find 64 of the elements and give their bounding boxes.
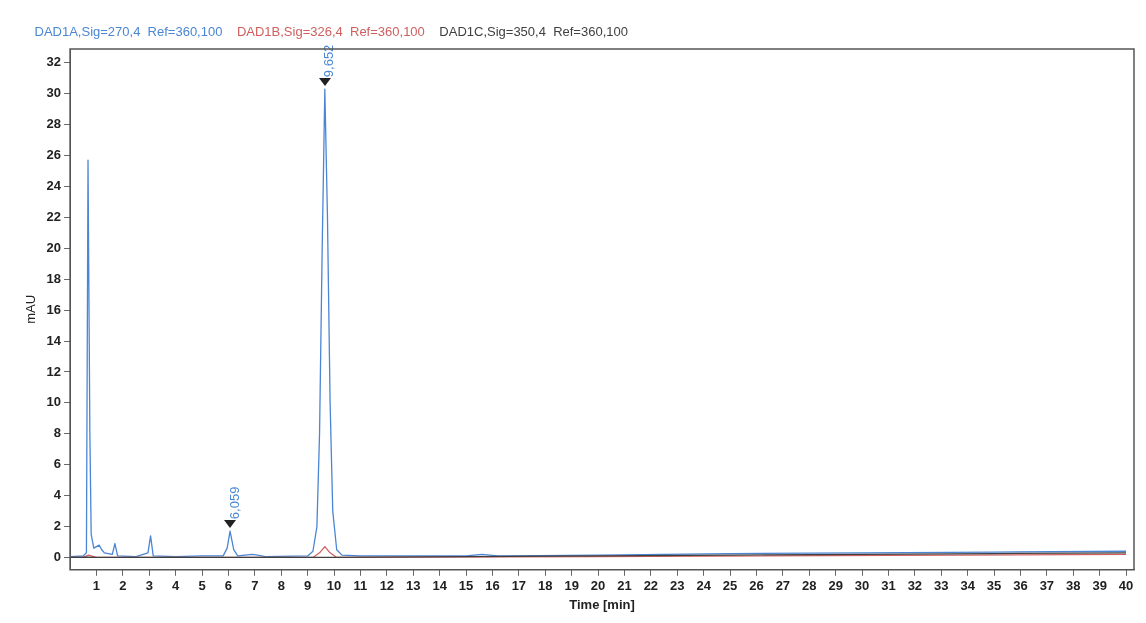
x-tick-label: 33: [934, 578, 949, 594]
x-axis-title: Time [min]: [569, 596, 635, 612]
y-tick-label: 4: [53, 487, 62, 503]
y-tick-label: 6: [53, 456, 62, 472]
x-tick-label: 23: [670, 578, 685, 594]
x-tick-label: 26: [749, 578, 764, 594]
x-tick-label: 20: [590, 578, 606, 594]
text: DAD1B,Sig=326,4 Ref=360,100: [236, 24, 425, 40]
x-tick-label: 12: [379, 578, 395, 594]
x-tick-label: 40: [1118, 578, 1134, 594]
x-tick-label: 19: [564, 578, 579, 594]
x-tick-label: 13: [406, 578, 421, 594]
x-tick-label: 15: [458, 578, 474, 594]
x-tick-label: 5: [198, 578, 206, 594]
y-tick-label: 26: [46, 147, 62, 163]
y-axis-title: mAU: [23, 294, 39, 324]
x-tick-label: 39: [1092, 578, 1107, 594]
x-tick-label: 27: [775, 578, 791, 594]
y-tick-label: 10: [46, 394, 62, 410]
y-tick-label: 30: [46, 85, 62, 101]
x-tick-label: 21: [617, 578, 632, 594]
x-tick-label: 25: [722, 578, 738, 594]
x-tick-label: 38: [1066, 578, 1081, 594]
y-tick-label: 18: [46, 270, 62, 286]
x-tick-label: 31: [881, 578, 896, 594]
x-tick-label: 4: [172, 578, 181, 594]
y-tick-label: 24: [46, 178, 62, 194]
annotation: 9,652: [321, 44, 337, 78]
annotation: 6,059: [226, 486, 242, 520]
y-tick-label: 16: [46, 301, 62, 317]
x-tick-label: 16: [485, 578, 500, 594]
x-tick-label: 7: [251, 578, 259, 594]
x-tick-label: 11: [353, 578, 368, 594]
x-tick-label: 18: [538, 578, 553, 594]
x-tick-label: 2: [119, 578, 127, 594]
x-tick-label: 37: [1039, 578, 1055, 594]
y-tick-label: 12: [46, 363, 62, 379]
x-tick-label: 17: [511, 578, 527, 594]
x-tick-label: 6: [224, 578, 233, 594]
x-tick-label: 10: [326, 578, 342, 594]
x-tick-label: 8: [277, 578, 285, 594]
text: DAD1A,Sig=270,4 Ref=360,100: [34, 24, 223, 40]
x-tick-label: 22: [643, 578, 659, 594]
x-tick-label: 9: [304, 578, 312, 594]
y-tick-label: 22: [46, 209, 62, 225]
y-tick-label: 0: [53, 549, 62, 565]
x-tick-label: 3: [145, 578, 153, 594]
x-tick-label: 29: [828, 578, 843, 594]
y-tick-label: 28: [46, 116, 62, 132]
x-tick-label: 1: [92, 578, 101, 594]
x-tick-label: 34: [960, 578, 976, 594]
x-tick-label: 24: [696, 578, 712, 594]
y-tick-label: 20: [46, 239, 62, 255]
text: DAD1C,Sig=350,4 Ref=360,100: [439, 24, 628, 40]
y-tick-label: 32: [46, 54, 62, 70]
y-tick-label: 8: [53, 425, 62, 441]
x-tick-label: 36: [1013, 578, 1028, 594]
x-tick-label: 35: [986, 578, 1002, 594]
x-tick-label: 28: [802, 578, 817, 594]
y-tick-label: 14: [46, 332, 62, 348]
x-tick-label: 30: [854, 578, 870, 594]
x-tick-label: 14: [432, 578, 448, 594]
x-tick-label: 32: [907, 578, 923, 594]
y-tick-label: 2: [53, 518, 62, 534]
